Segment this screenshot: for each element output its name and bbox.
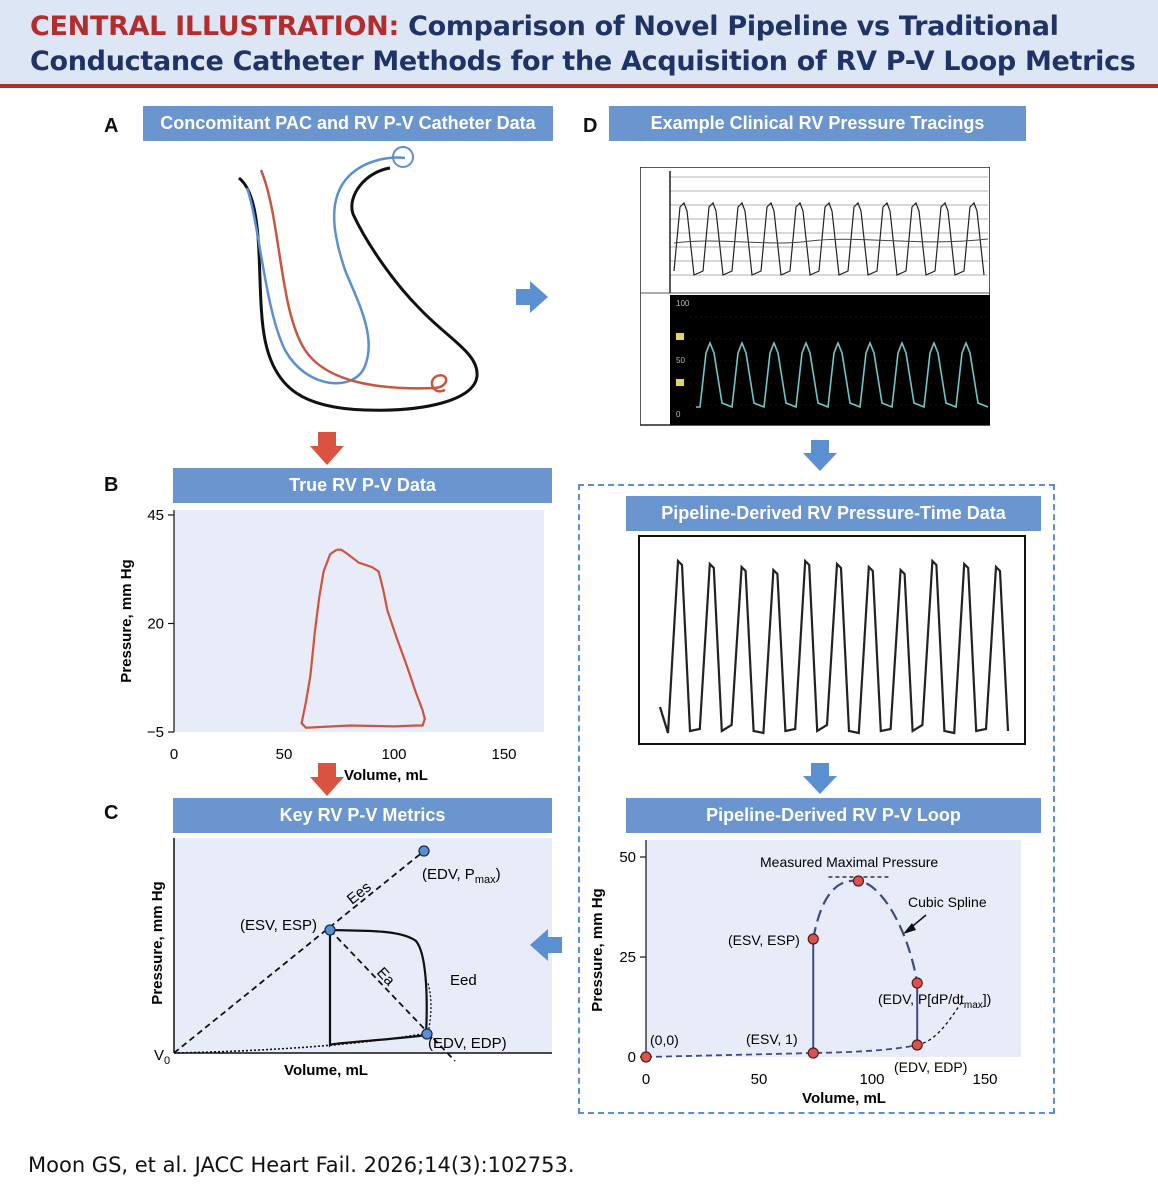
plot-area-f — [646, 840, 1021, 1057]
ea-line — [329, 929, 456, 1062]
label-eed: Eed — [450, 972, 477, 989]
heart-outline — [237, 166, 479, 412]
y-tick-label: 0 — [628, 1049, 636, 1066]
y-tick-label: 25 — [619, 949, 636, 966]
metrics-pv-loop — [328, 928, 428, 1048]
panel-c-title-bar: Key RV P-V Metrics — [173, 798, 552, 833]
pressure-time-trace — [658, 558, 1010, 735]
label-esv-esp-f: (ESV, ESP) — [728, 932, 800, 948]
panel-d-letter: D — [583, 115, 598, 137]
header-banner: CENTRAL ILLUSTRATION: Comparison of Nove… — [0, 0, 1158, 88]
pac-catheter-blue — [245, 156, 406, 385]
header-title-line1: CENTRAL ILLUSTRATION: Comparison of Nove… — [30, 11, 1059, 42]
x-tick-label: 50 — [751, 1071, 768, 1088]
y-axis-label-f: Pressure, mm Hg — [589, 888, 606, 1011]
cubic-spline-arrowhead — [903, 923, 916, 934]
heart-catheter-diagram — [237, 146, 479, 412]
ees-line — [173, 850, 425, 1054]
arrow-down-blue-1 — [803, 440, 837, 471]
x-tick-label: 100 — [381, 746, 406, 763]
label-edv-dpdt: (EDV, P[dP/dtmax]) — [878, 991, 991, 1011]
label-esv-esp-c: (ESV, ESP) — [240, 917, 317, 934]
pv-loop-point — [807, 1047, 819, 1059]
x-tick-label: 0 — [642, 1071, 650, 1088]
label-edv-edp-f: (EDV, EDP) — [894, 1059, 967, 1075]
true-pv-loop — [300, 548, 426, 729]
monitor-tick-0: 0 — [676, 410, 681, 419]
label-v0: V0 — [154, 1047, 170, 1067]
label-origin: (0,0) — [650, 1032, 679, 1048]
header-title-line2: Conductance Catheter Methods for the Acq… — [30, 46, 1136, 77]
panel-d-title-bar: Example Clinical RV Pressure Tracings — [609, 106, 1026, 141]
monitor-tick-100: 100 — [676, 299, 690, 308]
edv-pmax-point — [418, 845, 430, 857]
arrow-down-red-2 — [310, 763, 344, 796]
label-edv-pmax: (EDV, Pmax) — [422, 866, 501, 886]
pv-loop-point — [640, 1051, 652, 1063]
panel-c-letter: C — [104, 802, 119, 824]
label-max-pressure: Measured Maximal Pressure — [760, 854, 938, 870]
panel-e-title-bar: Pipeline-Derived RV Pressure-Time Data — [626, 496, 1041, 531]
x-tick-label: 50 — [276, 746, 293, 763]
top-mean-trace — [673, 238, 989, 244]
pv-catheter-red — [259, 169, 448, 393]
x-axis-label-b: Volume, mL — [344, 767, 428, 784]
pv-loop-point — [911, 1039, 923, 1051]
y-tick-label: 50 — [619, 849, 636, 866]
pv-loop-point — [911, 977, 923, 989]
panel-b-chart: 0 50 100 150 45 20 −5 Volume, mL Pressure, mm … — [118, 507, 544, 784]
label-cubic-spline: Cubic Spline — [908, 894, 987, 910]
arrow-down-red-1 — [310, 432, 344, 465]
y-tick-label: −5 — [147, 724, 164, 741]
plot-area-b — [174, 510, 544, 732]
monitor-marker-1 — [676, 333, 684, 340]
x-axis-label-f: Volume, mL — [802, 1090, 886, 1107]
x-tick-label: 0 — [170, 746, 178, 763]
monitor-pressure-trace — [696, 340, 989, 409]
pv-loop-point — [807, 933, 819, 945]
x-tick-label: 100 — [859, 1071, 884, 1088]
panel-a-title-bar: Concomitant PAC and RV P-V Catheter Data — [143, 106, 553, 141]
x-tick-label: 150 — [491, 746, 516, 763]
panel-a-letter: A — [104, 115, 119, 137]
clinical-tracing-image: 100 50 0 — [640, 167, 990, 426]
y-axis-label-c: Pressure, mm Hg — [149, 881, 166, 1004]
x-axis-label-c: Volume, mL — [284, 1062, 368, 1079]
top-pressure-trace — [673, 201, 985, 276]
monitor-tick-50: 50 — [676, 356, 685, 365]
y-axis-label-b: Pressure, mm Hg — [118, 559, 135, 682]
y-tick-label: 20 — [147, 616, 164, 633]
arrow-down-blue-2 — [803, 763, 837, 794]
esv-esp-point — [324, 924, 336, 936]
y-tick-label: 45 — [147, 507, 164, 524]
pressure-time-chart — [638, 535, 1026, 745]
label-esv-1: (ESV, 1) — [746, 1031, 798, 1047]
monitor-screen — [670, 295, 990, 425]
header-label: CENTRAL ILLUSTRATION: — [30, 11, 399, 42]
label-edv-edp-c: (EDV, EDP) — [428, 1035, 507, 1052]
panel-f-chart: 0 50 100 150 50 25 0 Measured Maximal Pressure… — [589, 840, 1021, 1107]
eed-curve-tail — [427, 982, 432, 1034]
arrow-left-blue — [530, 929, 562, 961]
arrow-right-blue — [516, 281, 548, 313]
pipeline-dashed-box — [578, 484, 1055, 1114]
x-tick-label: 150 — [972, 1071, 997, 1088]
monitor-marker-2 — [676, 379, 684, 386]
edv-edp-point — [421, 1028, 433, 1040]
panel-b-letter: B — [104, 474, 119, 496]
pac-balloon — [392, 146, 414, 168]
header-title-text1: Comparison of Novel Pipeline vs Traditio… — [408, 11, 1059, 42]
panel-b-title-bar: True RV P-V Data — [173, 468, 552, 503]
pv-loop-point — [852, 875, 865, 887]
panel-f-title-bar: Pipeline-Derived RV P-V Loop — [626, 798, 1041, 833]
plot-area-c — [174, 838, 552, 1053]
panel-c-diagram: Ees Ea Eed (ESV, ESP) (EDV, Pmax) (EDV, … — [149, 838, 552, 1079]
citation: Moon GS, et al. JACC Heart Fail. 2026;14… — [28, 1153, 575, 1177]
